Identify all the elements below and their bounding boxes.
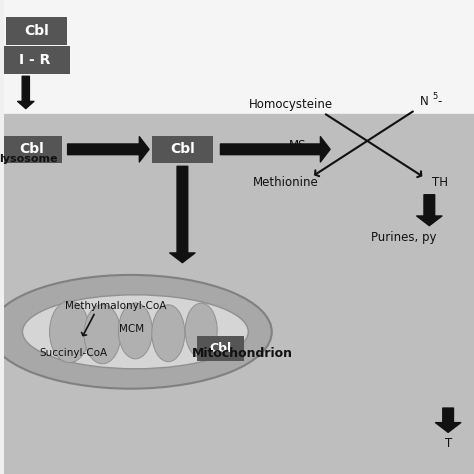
FancyBboxPatch shape <box>197 336 244 361</box>
Text: Succinyl-CoA: Succinyl-CoA <box>39 348 107 358</box>
FancyBboxPatch shape <box>152 136 213 163</box>
FancyBboxPatch shape <box>0 46 70 74</box>
Bar <box>4 114 474 474</box>
Ellipse shape <box>84 305 121 364</box>
Text: Cbl: Cbl <box>19 142 44 156</box>
Text: Purines, py: Purines, py <box>371 230 436 244</box>
Text: Cbl: Cbl <box>209 342 231 355</box>
Bar <box>4 0 474 114</box>
FancyBboxPatch shape <box>6 17 67 45</box>
Text: Cbl: Cbl <box>24 24 49 38</box>
Text: Cbl: Cbl <box>170 142 195 156</box>
Text: lysosome: lysosome <box>0 154 57 164</box>
Text: MS: MS <box>289 139 306 153</box>
FancyBboxPatch shape <box>1 136 63 163</box>
Text: Methylmalonyl-CoA: Methylmalonyl-CoA <box>65 301 166 311</box>
Text: MCM: MCM <box>119 324 144 335</box>
Text: Methionine: Methionine <box>253 176 319 189</box>
Text: I - R: I - R <box>18 53 50 67</box>
Text: 5: 5 <box>433 92 438 100</box>
Text: Mitochondrion: Mitochondrion <box>192 346 293 360</box>
Ellipse shape <box>49 301 90 363</box>
Ellipse shape <box>0 275 272 389</box>
Text: T: T <box>445 437 452 450</box>
Ellipse shape <box>118 303 152 359</box>
Ellipse shape <box>185 303 217 358</box>
Ellipse shape <box>152 305 185 362</box>
Ellipse shape <box>22 295 248 369</box>
Text: TH: TH <box>432 176 447 189</box>
Text: -: - <box>438 95 442 109</box>
Text: N: N <box>420 95 429 109</box>
Text: Homocysteine: Homocysteine <box>248 98 333 111</box>
